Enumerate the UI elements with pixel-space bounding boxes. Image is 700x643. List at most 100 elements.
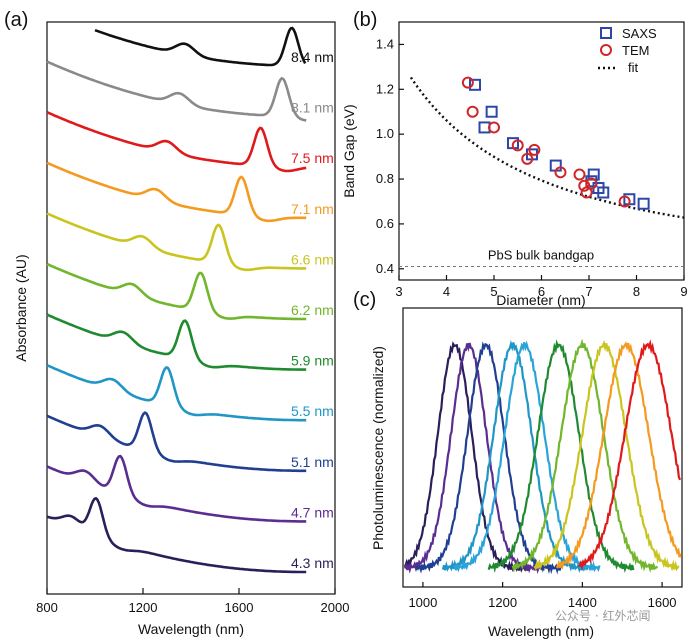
plot-a-frame — [46, 21, 336, 595]
x-tick-label: 4 — [443, 284, 450, 299]
tem-point — [461, 76, 474, 89]
saxs-point — [597, 186, 610, 199]
bulk-bandgap-annotation: PbS bulk bandgap — [488, 248, 594, 263]
y-tick-label: 1.4 — [376, 36, 394, 51]
plot-c-xlabel: Wavelength (nm) — [488, 623, 594, 639]
pl-curve — [511, 338, 659, 573]
y-tick-label: 1.0 — [376, 126, 394, 141]
y-tick-label: 1.2 — [376, 81, 394, 96]
size-label: 5.9 nm — [291, 353, 334, 369]
plot-b-xticks: 3 4 5 6 7 8 9 — [395, 275, 688, 299]
tem-point — [580, 186, 593, 199]
tem-point — [618, 195, 631, 208]
legend-fit-label: fit — [628, 60, 639, 75]
absorbance-curve — [46, 212, 307, 272]
plot-b-ylabel: Band Gap (eV) — [341, 104, 357, 197]
plot-b-legend: SAXS TEM fit — [598, 26, 657, 75]
x-tick-label: 7 — [585, 284, 592, 299]
pl-curve — [555, 341, 682, 570]
size-label: 8.1 nm — [291, 100, 334, 116]
saxs-point — [485, 105, 498, 118]
absorbance-curve — [46, 60, 307, 122]
x-tick-label: 1600 — [225, 600, 254, 615]
absorbance-curve — [94, 26, 307, 67]
plot-c-frame — [402, 307, 683, 588]
plot-a-size-labels: 8.4 nm 8.1 nm 7.5 nm 7.1 nm 6.6 nm 6.2 nm 5.9 … — [291, 49, 334, 571]
panel-b: (b) PbS bulk bandgap 3 4 5 6 7 8 9 0.4 0.6 0.8 1.… — [341, 9, 688, 308]
legend-tem-label: TEM — [622, 43, 649, 58]
x-tick-label: 1200 — [129, 600, 158, 615]
y-tick-label: 0.6 — [376, 216, 394, 231]
pl-curve — [487, 339, 635, 574]
x-tick-label: 1000 — [408, 595, 437, 610]
tem-point — [528, 143, 541, 156]
plot-b-frame — [398, 21, 685, 281]
plot-a-curves — [46, 26, 307, 574]
legend-saxs-label: SAXS — [622, 26, 657, 41]
panel-c: (c) 1000 1200 1400 1600 Wavelength (nm) Pho… — [353, 289, 683, 639]
plot-b-yticks: 0.4 0.6 0.8 1.0 1.2 1.4 — [376, 36, 404, 276]
x-tick-label: 9 — [680, 284, 687, 299]
panel-label-a: (a) — [4, 9, 28, 31]
tem-point — [511, 139, 524, 152]
plot-b-xlabel: Diameter (nm) — [496, 292, 585, 308]
pl-curve — [441, 340, 589, 574]
size-label: 5.1 nm — [291, 454, 334, 470]
tem-point — [488, 121, 500, 134]
plot-c-ylabel: Photoluminescence (normalized) — [370, 346, 386, 550]
y-tick-label: 0.8 — [376, 171, 394, 186]
plot-a-xticks: 800 1200 1600 2000 — [36, 588, 349, 615]
panel-label-c: (c) — [353, 289, 376, 311]
tem-point — [573, 168, 586, 181]
tem-point — [554, 166, 567, 179]
plot-a-ylabel: Absorbance (AU) — [13, 254, 29, 361]
pl-curve — [403, 341, 531, 573]
x-tick-label: 2000 — [321, 600, 350, 615]
size-label: 6.6 nm — [291, 251, 334, 267]
legend-tem-marker — [600, 44, 612, 56]
size-label: 4.3 nm — [291, 555, 334, 571]
size-label: 5.5 nm — [291, 403, 334, 419]
x-tick-label: 1600 — [648, 595, 677, 610]
plot-c-curves — [403, 338, 682, 575]
absorbance-curve — [46, 161, 307, 223]
panel-a: (a) 8.4 nm 8.1 nm 7.5 nm 7.1 nm 6.6 nm 6.2 nm… — [4, 9, 349, 637]
x-tick-label: 5 — [490, 284, 497, 299]
absorbance-curve — [46, 313, 307, 371]
x-tick-label: 6 — [538, 284, 545, 299]
size-label: 6.2 nm — [291, 302, 334, 318]
x-tick-label: 3 — [395, 284, 402, 299]
absorbance-curve — [46, 262, 307, 321]
legend-saxs-marker — [600, 27, 612, 39]
plot-c-xticks: 1000 1200 1400 1600 — [408, 582, 677, 610]
x-tick-label: 1200 — [488, 595, 517, 610]
x-tick-label: 800 — [36, 600, 58, 615]
saxs-point — [637, 197, 650, 210]
x-tick-label: 1400 — [568, 595, 597, 610]
fit-curve — [409, 76, 685, 219]
y-tick-label: 0.4 — [376, 261, 394, 276]
absorbance-curve — [46, 111, 307, 173]
tem-point — [585, 177, 598, 190]
size-label: 4.7 nm — [291, 504, 334, 520]
pl-curve — [578, 339, 682, 571]
x-tick-label: 8 — [633, 284, 640, 299]
absorbance-curve — [46, 454, 307, 523]
absorbance-curve — [46, 496, 307, 574]
pl-curve — [453, 340, 601, 573]
plot-b-points — [461, 76, 650, 210]
tem-point — [521, 152, 534, 165]
saxs-point — [469, 78, 481, 91]
size-label: 7.5 nm — [291, 150, 334, 166]
plot-a-xlabel: Wavelength (nm) — [138, 621, 244, 637]
size-label: 7.1 nm — [291, 201, 334, 217]
watermark: 公众号 · 红外芯闻 — [555, 608, 650, 623]
tem-point — [578, 179, 591, 192]
absorbance-curve — [46, 411, 307, 473]
tem-point — [466, 105, 479, 118]
pl-curve — [533, 339, 680, 572]
panel-label-b: (b) — [353, 9, 377, 31]
absorbance-curve — [46, 364, 307, 422]
size-label: 8.4 nm — [291, 49, 334, 65]
